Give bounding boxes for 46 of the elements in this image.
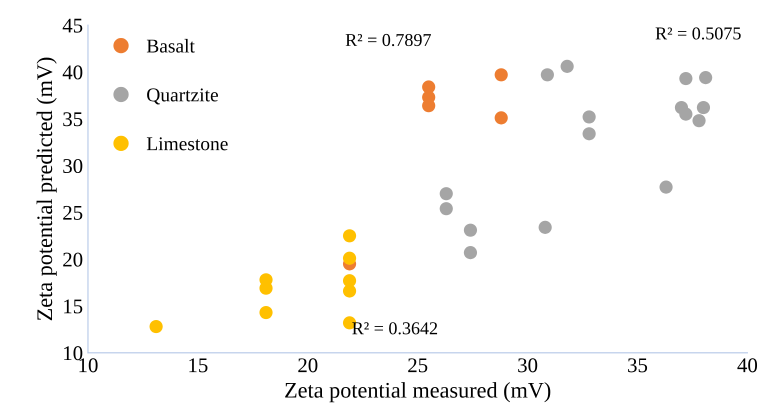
legend-label: Limestone: [146, 137, 228, 150]
point: [259, 306, 273, 320]
y-tick-label: 10: [64, 346, 82, 360]
legend-label: Quartzite: [147, 88, 218, 104]
point: [692, 114, 706, 128]
point: [560, 60, 574, 73]
point: [422, 99, 436, 112]
annotation: R² = 0.3642: [352, 322, 438, 334]
y-tick-label: 30: [63, 158, 82, 174]
x-tick-label: 20: [298, 358, 318, 372]
point: [679, 108, 692, 121]
y-tick-label: 45: [62, 18, 82, 33]
point: [538, 220, 552, 234]
x-tick-label: 40: [737, 358, 758, 372]
point: [659, 180, 673, 194]
point: [342, 284, 356, 298]
x-tick-label: 15: [189, 358, 208, 372]
point: [464, 224, 478, 237]
point: [699, 71, 712, 84]
point: [440, 202, 453, 216]
x-tick-label: 30: [518, 358, 538, 372]
annotation: R² = 0.5075: [656, 27, 741, 40]
y-tick-label: 40: [62, 65, 82, 80]
point: [540, 68, 554, 82]
point: [582, 110, 596, 124]
point: [440, 187, 453, 200]
x-tick-label: 10: [79, 358, 98, 372]
point: [150, 320, 163, 334]
y-tick-label: 25: [63, 206, 82, 220]
point: [494, 111, 508, 124]
y-axis-title: Zeta potential predicted (mV): [36, 58, 57, 320]
point: [582, 127, 596, 140]
annotation: R² = 0.7897: [346, 34, 431, 46]
point: [679, 72, 692, 86]
y-tick-label: 35: [63, 112, 82, 126]
x-tick-label: 35: [628, 358, 648, 372]
y-tick-label: 15: [64, 299, 82, 314]
point: [342, 252, 356, 265]
point: [342, 229, 356, 242]
point: [464, 246, 478, 260]
x-tick-label: 25: [408, 358, 428, 372]
x-axis-title: Zeta potential measured (mV): [285, 382, 550, 402]
y-tick-label: 20: [63, 252, 82, 267]
point: [696, 100, 710, 114]
point: [494, 68, 508, 82]
legend-label: Basalt: [146, 38, 195, 53]
